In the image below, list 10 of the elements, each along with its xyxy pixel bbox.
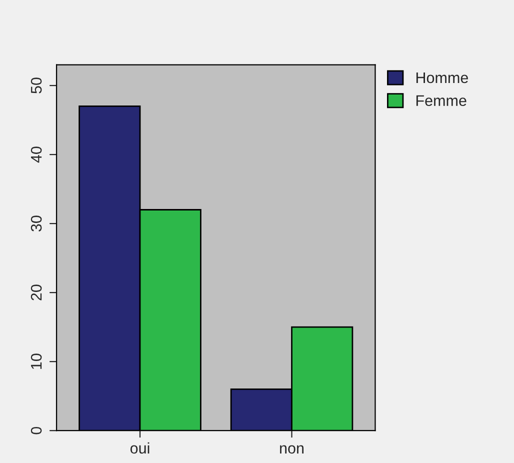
x-tick-label: non	[280, 445, 304, 454]
y-tick-label: 0	[30, 426, 42, 434]
y-tick-label: 40	[30, 146, 42, 163]
legend-label: Femme	[416, 95, 466, 106]
y-tick-label: 30	[30, 216, 42, 232]
y-tick-label: 10	[30, 354, 42, 369]
y-tick-label: 50	[30, 78, 42, 94]
y-tick-label: 20	[30, 284, 42, 300]
x-tick-label: oui	[130, 442, 150, 454]
legend-label: Homme	[416, 72, 468, 84]
